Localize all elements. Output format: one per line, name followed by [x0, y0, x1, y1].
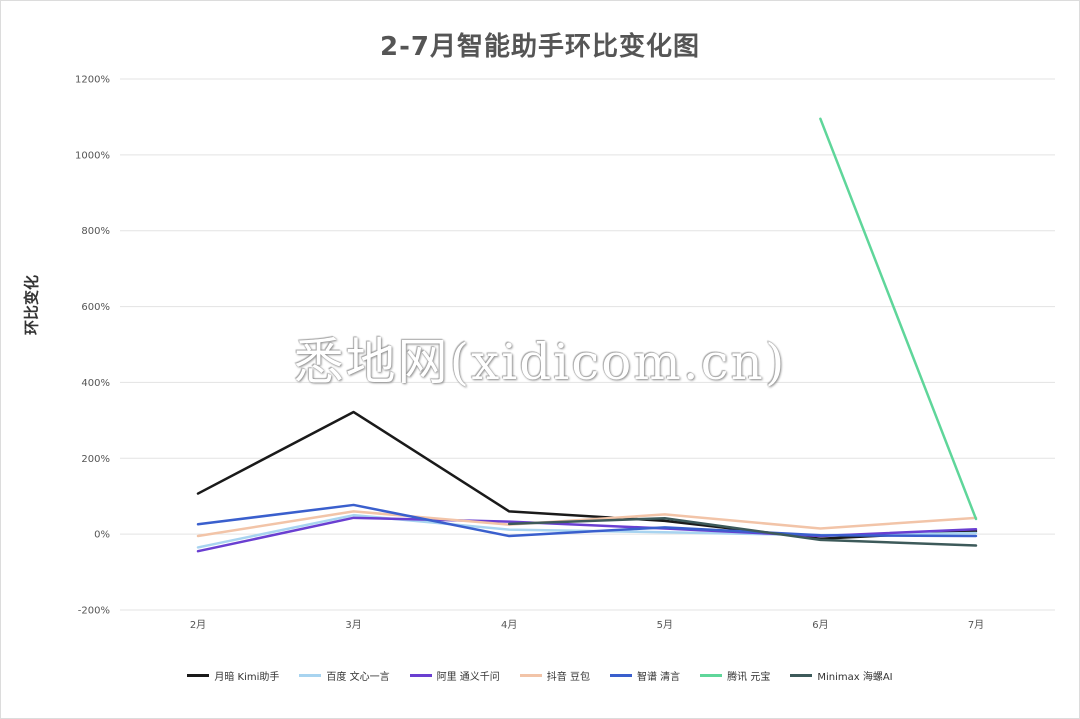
legend-label: 腾讯 元宝	[727, 672, 771, 683]
series-line-6	[507, 516, 978, 547]
x-tick-label: 3月	[345, 619, 361, 631]
legend-item: 抖音 豆包	[519, 668, 590, 683]
y-tick-label: 600%	[81, 302, 110, 313]
legend-label: Minimax 海螺AI	[817, 672, 893, 683]
y-tick-label: 1200%	[75, 75, 110, 86]
legend-item: 月暗 Kimi助手	[187, 668, 279, 683]
chart-title: 2-7月智能助手环比变化图	[380, 32, 700, 62]
legend-item: 腾讯 元宝	[700, 668, 770, 683]
legend-label: 智谱 清言	[636, 672, 681, 683]
legend-swatch	[187, 674, 210, 677]
x-tick-label: 6月	[812, 619, 828, 631]
legend-swatch	[519, 674, 542, 677]
x-tick-label: 5月	[657, 619, 673, 631]
y-tick-label: 800%	[81, 226, 110, 237]
legend-swatch	[409, 674, 432, 677]
x-tick-label: 4月	[501, 619, 517, 631]
chart-legend: 月暗 Kimi助手 百度 文心一言 阿里 通义千问 抖音 豆包 智谱 清言 腾讯 元宝 Mi…	[0, 668, 1080, 683]
legend-item: Minimax 海螺AI	[790, 668, 893, 683]
y-tick-label: -200%	[78, 606, 110, 617]
x-tick-label: 2月	[190, 619, 206, 631]
legend-item: 百度 文心一言	[299, 668, 390, 683]
series-line-5	[819, 117, 978, 521]
y-tick-label: 200%	[81, 454, 110, 465]
y-tick-label: 0%	[94, 530, 110, 541]
legend-swatch	[790, 674, 813, 677]
x-tick-label: 7月	[968, 619, 984, 631]
series-line-3	[196, 510, 978, 538]
watermark-text: 悉地网(xidicom.cn)	[293, 333, 787, 391]
series-line-4	[196, 503, 978, 538]
legend-label: 阿里 通义千问	[436, 672, 500, 683]
y-tick-label: 400%	[81, 378, 110, 389]
y-tick-label: 1000%	[75, 150, 110, 161]
legend-swatch	[700, 674, 723, 677]
legend-item: 智谱 清言	[609, 668, 681, 683]
series-line-0	[196, 410, 978, 540]
legend-item: 阿里 通义千问	[409, 668, 500, 683]
legend-swatch	[299, 674, 322, 677]
legend-label: 月暗 Kimi助手	[214, 672, 280, 683]
legend-swatch	[609, 674, 632, 677]
legend-label: 百度 文心一言	[326, 672, 390, 683]
legend-label: 抖音 豆包	[546, 672, 590, 683]
